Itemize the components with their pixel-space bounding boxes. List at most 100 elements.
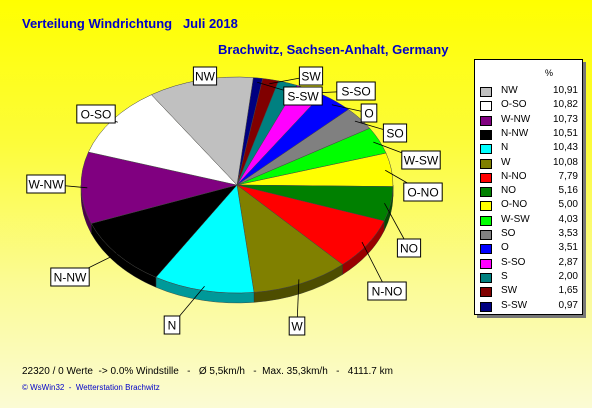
footer-stats: 22320 / 0 Werte -> 0.0% Windstille - Ø 5… xyxy=(22,366,393,377)
legend-item: W-NW 10,73 xyxy=(480,113,578,128)
slice-label-text: NW xyxy=(195,70,216,84)
legend-label: W-NW xyxy=(501,113,531,125)
legend-value: 10,51 xyxy=(552,127,578,139)
legend-label: W xyxy=(501,156,511,168)
legend-value: 10,91 xyxy=(552,85,578,96)
slice-label: SW xyxy=(298,66,324,86)
legend-box xyxy=(474,59,583,315)
slice-label: W-SW xyxy=(401,150,441,170)
slice-label: SO xyxy=(382,123,408,143)
legend-label: S-SW xyxy=(501,299,528,311)
legend-label: N-NO xyxy=(501,170,527,182)
slice-label: N-NW xyxy=(50,267,90,287)
legend-label: SW xyxy=(501,285,518,297)
slice-label: N-NO xyxy=(367,281,407,301)
slice-label: O xyxy=(360,103,378,123)
chart-subtitle: Brachwitz, Sachsen-Anhalt, Germany xyxy=(218,42,449,57)
legend-swatch xyxy=(480,115,492,126)
legend-value: 4,03 xyxy=(558,213,578,225)
legend-swatch xyxy=(480,172,492,183)
pie-slice-w-nw xyxy=(80,151,238,224)
slice-label-text: N-NW xyxy=(54,271,87,285)
legend-value: 10,08 xyxy=(552,156,578,168)
legend-label: O-SO xyxy=(501,99,527,111)
chart-title: Verteilung Windrichtung Juli 2018 xyxy=(22,16,238,31)
legend-value: 10,82 xyxy=(552,99,578,111)
legend-swatch xyxy=(480,215,492,226)
legend-value: 7,79 xyxy=(558,170,578,182)
slice-label: S-SO xyxy=(336,81,376,101)
legend-swatch xyxy=(480,144,492,155)
legend-swatch xyxy=(480,244,492,255)
copyright-text: © WsWin32 - Wetterstation Brachwitz xyxy=(22,383,160,392)
legend-swatch xyxy=(480,129,492,140)
legend-value: 2,87 xyxy=(558,256,578,268)
legend-item: W 10,08 xyxy=(480,156,578,171)
legend-item: NW 10,91 xyxy=(480,84,578,99)
legend-swatch xyxy=(480,87,492,97)
slice-label-text: O xyxy=(364,107,373,121)
slice-label: NO xyxy=(396,238,422,258)
legend-swatch xyxy=(480,287,492,298)
legend-label: O-NO xyxy=(501,199,528,211)
pie-slice-n xyxy=(155,184,255,294)
slice-label: O-SO xyxy=(76,104,116,124)
pie-slice-w xyxy=(236,184,343,293)
legend-value: 2,00 xyxy=(558,270,578,282)
legend-item: SO 3,53 xyxy=(480,227,578,242)
legend-item: O-SO 10,82 xyxy=(480,98,578,113)
legend-item: SW 1,65 xyxy=(480,284,578,299)
legend-value: 3,53 xyxy=(558,228,578,239)
slice-label: N xyxy=(163,315,181,335)
legend-item: W-SW 4,03 xyxy=(480,213,578,228)
slice-label-text: O-NO xyxy=(407,186,438,200)
slice-label-text: W-SW xyxy=(404,154,439,168)
legend-label: S-SO xyxy=(501,256,526,268)
legend-value: 1,65 xyxy=(558,285,578,297)
slice-label-text: NO xyxy=(400,242,418,256)
slice-label-text: SW xyxy=(301,70,321,84)
legend-value: 5,00 xyxy=(558,199,578,211)
legend-item: S-SW 0,97 xyxy=(480,299,578,314)
legend-swatch xyxy=(480,230,492,240)
slice-label-text: S-SO xyxy=(341,85,370,99)
legend-swatch xyxy=(480,272,492,283)
slice-label-text: O-SO xyxy=(81,108,112,122)
slice-label-text: SO xyxy=(386,127,403,141)
legend-label: SO xyxy=(501,228,516,239)
slice-label: S-SW xyxy=(283,86,323,106)
slice-label: NW xyxy=(192,66,218,86)
legend-swatch xyxy=(480,187,492,198)
slice-label: W xyxy=(288,316,306,336)
legend-value: 10,43 xyxy=(552,142,578,154)
slice-label: O-NO xyxy=(403,182,443,202)
legend-value: 3,51 xyxy=(558,242,578,254)
legend-label: S xyxy=(501,270,508,282)
legend-item: S-SO 2,87 xyxy=(480,256,578,271)
legend-label: NO xyxy=(501,185,516,197)
legend-swatch xyxy=(480,301,492,312)
legend-label: N-NW xyxy=(501,127,529,139)
legend-item: N-NW 10,51 xyxy=(480,127,578,142)
slice-label-text: N xyxy=(168,319,177,333)
legend-label: W-SW xyxy=(501,213,530,225)
legend-swatch xyxy=(480,201,492,212)
slice-label-text: N-NO xyxy=(372,285,403,299)
legend-item: O-NO 5,00 xyxy=(480,198,578,213)
legend-item: N 10,43 xyxy=(480,141,578,156)
slice-label: W-NW xyxy=(26,174,66,194)
legend-swatch xyxy=(480,258,492,269)
slice-label-text: W xyxy=(291,320,303,334)
legend-item: S 2,00 xyxy=(480,270,578,285)
slice-label-text: S-SW xyxy=(287,90,319,104)
legend-item: O 3,51 xyxy=(480,241,578,256)
legend-value: 5,16 xyxy=(558,185,578,197)
legend-item: NO 5,16 xyxy=(480,184,578,199)
legend-label: N xyxy=(501,142,509,154)
legend-swatch xyxy=(480,101,492,112)
legend-value: 0,97 xyxy=(558,299,578,311)
legend-label: NW xyxy=(501,85,518,96)
legend-swatch xyxy=(480,158,492,169)
